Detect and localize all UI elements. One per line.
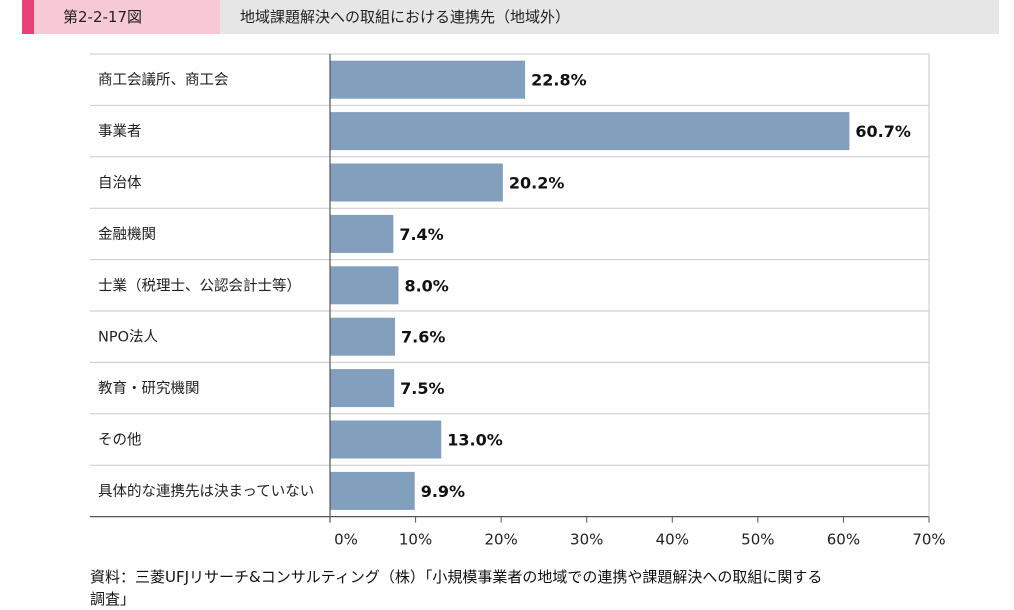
bar xyxy=(330,369,395,408)
x-tick-label: 30% xyxy=(570,531,603,549)
source-note-line1: 資料：三菱UFJリサーチ&コンサルティング（株）「小規模事業者の地域での連携や課… xyxy=(90,568,823,586)
chart-axis: 0% 10% 20% 30% 40% 50% 60% 70% xyxy=(329,54,946,549)
bar xyxy=(330,266,399,305)
bar xyxy=(330,112,850,151)
x-tick-label: 70% xyxy=(912,531,945,549)
figure-title: 地域課題解決への取組における連携先（地域外） xyxy=(240,8,571,26)
category-label: NPO法人 xyxy=(98,329,158,346)
bar xyxy=(330,471,415,510)
category-label: その他 xyxy=(98,432,142,449)
data-label: 13.0% xyxy=(447,431,503,450)
header-accent-stripe xyxy=(22,0,34,34)
data-label: 20.2% xyxy=(509,174,565,193)
category-label: 金融機関 xyxy=(98,226,156,243)
figure-number: 第2-2-17図 xyxy=(34,0,220,34)
category-label: 事業者 xyxy=(98,123,142,140)
category-label: 自治体 xyxy=(98,175,142,192)
category-label: 士業（税理士、公認会計士等） xyxy=(98,276,301,294)
x-tick-label: 0% xyxy=(334,531,358,549)
data-label: 7.6% xyxy=(401,328,445,347)
category-label: 具体的な連携先は決まっていない xyxy=(98,483,314,500)
data-label: 9.9% xyxy=(421,482,465,501)
x-tick-label: 60% xyxy=(827,531,860,549)
data-label: 7.5% xyxy=(400,379,444,398)
bar xyxy=(330,317,396,356)
chart-bars: 22.8% 60.7% 20.2% 7.4% 8.0% 7.6% 7.5% 13.0% 9.9% xyxy=(330,60,911,510)
bar xyxy=(330,163,503,202)
x-tick-label: 20% xyxy=(484,531,517,549)
bar xyxy=(330,60,526,99)
data-label: 7.4% xyxy=(399,225,443,244)
data-label: 22.8% xyxy=(531,71,587,90)
x-tick-label: 50% xyxy=(741,531,774,549)
data-label: 8.0% xyxy=(404,276,448,295)
bar xyxy=(330,420,442,459)
figure-header: 第2-2-17図 地域課題解決への取組における連携先（地域外） xyxy=(22,0,999,34)
source-note-line2: 調査」 xyxy=(90,590,136,608)
data-label: 60.7% xyxy=(855,122,911,141)
category-label: 商工会議所、商工会 xyxy=(98,71,229,89)
category-label: 教育・研究機関 xyxy=(98,380,200,397)
x-tick-label: 40% xyxy=(656,531,689,549)
x-tick-label: 10% xyxy=(399,531,432,549)
bar xyxy=(330,214,394,253)
